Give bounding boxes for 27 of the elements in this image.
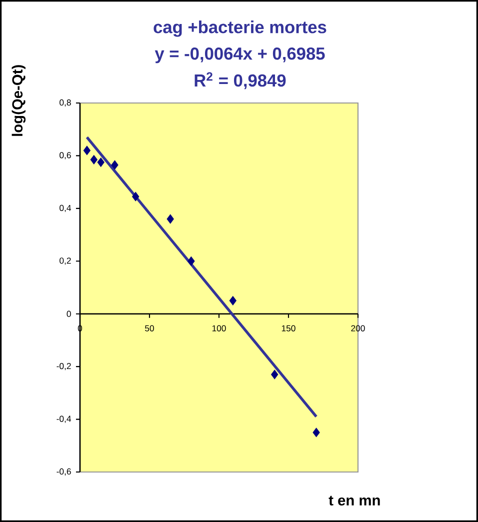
chart-title: cag +bacterie mortes: [154, 20, 326, 37]
y-axis-title: log(Qe-Qt): [12, 65, 26, 136]
y-tick-label: -0,6: [56, 468, 71, 476]
text: R$^{2}$ = 0,9849: [194, 72, 286, 90]
x-tick-label: 200: [351, 325, 365, 332]
x-tick-label: 100: [212, 325, 226, 332]
y-tick-label: 0,2: [60, 258, 71, 265]
y-tick-label: 0,4: [60, 204, 72, 212]
y-tick-label: -0,4: [56, 416, 72, 423]
point: [271, 370, 278, 380]
y-tick-label: 0: [66, 310, 71, 317]
point: [132, 192, 140, 202]
point: [83, 146, 91, 156]
x-tick-label: 150: [282, 325, 296, 332]
y-tick-label: 0,8: [60, 99, 71, 107]
point: [111, 160, 118, 170]
point: [188, 256, 195, 266]
point: [97, 158, 104, 167]
y-tick-label: -0,2: [56, 362, 71, 370]
point: [229, 296, 236, 306]
point: [90, 155, 98, 164]
point: [166, 214, 174, 224]
text: y = -0,0064x + 0,6985: [154, 47, 325, 64]
y-tick-label: 0,6: [60, 152, 71, 160]
x-axis-title: t en mn: [328, 496, 380, 506]
point: [312, 428, 320, 438]
x-tick-label: 50: [145, 325, 154, 332]
